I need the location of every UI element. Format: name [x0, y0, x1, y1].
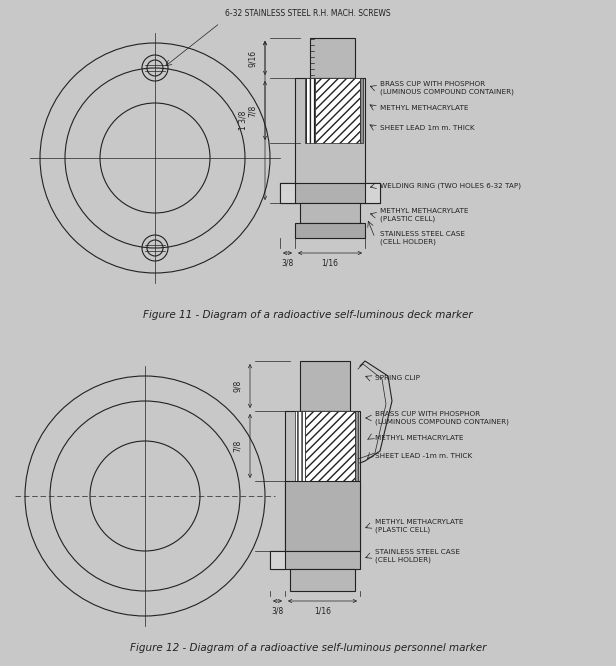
- Bar: [365, 183, 380, 203]
- Text: 9/8: 9/8: [233, 380, 242, 392]
- Text: SHEET LEAD -1m m. THICK: SHEET LEAD -1m m. THICK: [375, 453, 472, 459]
- Text: 7/8: 7/8: [248, 105, 257, 117]
- Text: METHYL METHACRYLATE
(PLASTIC CELL): METHYL METHACRYLATE (PLASTIC CELL): [380, 208, 469, 222]
- Bar: [295, 411, 305, 481]
- Bar: [295, 78, 365, 203]
- Text: SPRING CLIP: SPRING CLIP: [375, 375, 420, 381]
- Bar: [300, 361, 350, 411]
- Bar: [280, 183, 380, 203]
- Text: 1 3/8: 1 3/8: [238, 111, 247, 130]
- Text: Figure 11 - Diagram of a radioactive self-luminous deck marker: Figure 11 - Diagram of a radioactive sel…: [143, 310, 473, 320]
- Text: BRASS CUP WITH PHOSPHOR
(LUMINOUS COMPOUND CONTAINER): BRASS CUP WITH PHOSPHOR (LUMINOUS COMPOU…: [375, 411, 509, 425]
- Bar: [360, 78, 363, 143]
- Bar: [270, 551, 285, 569]
- Text: 1/16: 1/16: [322, 258, 339, 267]
- Text: METHYL METHACRYLATE
(PLASTIC CELL): METHYL METHACRYLATE (PLASTIC CELL): [375, 519, 463, 533]
- Text: 1/16: 1/16: [314, 606, 331, 615]
- Bar: [290, 569, 355, 591]
- Bar: [270, 551, 360, 569]
- Text: STAINLESS STEEL CASE
(CELL HOLDER): STAINLESS STEEL CASE (CELL HOLDER): [380, 231, 465, 244]
- Text: 6-32 STAINLESS STEEL R.H. MACH. SCREWS: 6-32 STAINLESS STEEL R.H. MACH. SCREWS: [225, 9, 391, 18]
- Text: METHYL METHACRYLATE: METHYL METHACRYLATE: [380, 105, 469, 111]
- Bar: [280, 183, 295, 203]
- Text: 7/8: 7/8: [233, 440, 242, 452]
- Bar: [285, 481, 360, 551]
- Bar: [315, 78, 360, 143]
- Text: STAINLESS STEEL CASE
(CELL HOLDER): STAINLESS STEEL CASE (CELL HOLDER): [375, 549, 460, 563]
- Bar: [310, 38, 355, 78]
- Bar: [300, 203, 360, 223]
- Bar: [305, 411, 355, 481]
- Text: 3/8: 3/8: [272, 606, 283, 615]
- Bar: [285, 411, 360, 551]
- Text: SHEET LEAD 1m m. THICK: SHEET LEAD 1m m. THICK: [380, 125, 474, 131]
- Text: BRASS CUP WITH PHOSPHOR
(LUMINOUS COMPOUND CONTAINER): BRASS CUP WITH PHOSPHOR (LUMINOUS COMPOU…: [380, 81, 514, 95]
- Text: WELDING RING (TWO HOLES 6-32 TAP): WELDING RING (TWO HOLES 6-32 TAP): [380, 182, 521, 189]
- Bar: [305, 78, 315, 143]
- Bar: [295, 223, 365, 238]
- Text: Figure 12 - Diagram of a radioactive self-luminous personnel marker: Figure 12 - Diagram of a radioactive sel…: [130, 643, 486, 653]
- Text: 3/8: 3/8: [282, 258, 294, 267]
- Bar: [355, 411, 358, 481]
- Text: 9/16: 9/16: [248, 49, 257, 67]
- Text: METHYL METHACRYLATE: METHYL METHACRYLATE: [375, 435, 463, 441]
